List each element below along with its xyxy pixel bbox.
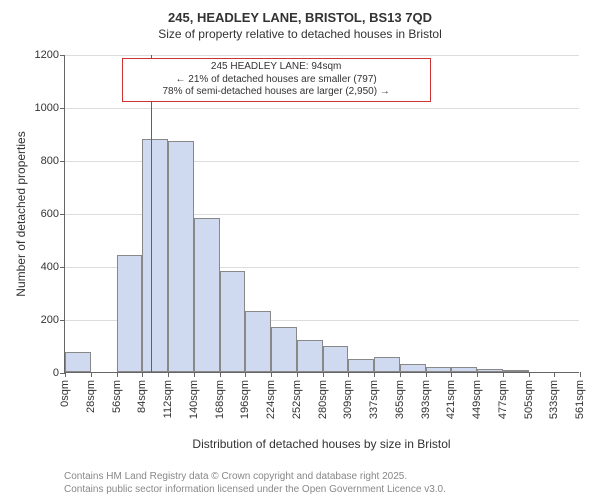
histogram-bar	[271, 327, 297, 372]
gridline	[65, 55, 579, 56]
x-tick-mark	[65, 372, 66, 377]
x-tick-mark	[374, 372, 375, 377]
x-tick-mark	[529, 372, 530, 377]
footer-attribution: Contains HM Land Registry data © Crown c…	[64, 470, 446, 496]
histogram-bar	[323, 346, 349, 373]
y-tick-label: 1200	[35, 49, 59, 61]
y-tick-mark	[60, 320, 65, 321]
annotation-line: 78% of semi-detached houses are larger (…	[127, 86, 426, 99]
reference-line	[151, 55, 152, 372]
y-tick-mark	[60, 214, 65, 215]
x-tick-label: 449sqm	[471, 380, 483, 419]
x-tick-mark	[503, 372, 504, 377]
chart-subtitle: Size of property relative to detached ho…	[0, 27, 600, 43]
x-axis-label: Distribution of detached houses by size …	[64, 437, 579, 451]
x-tick-mark	[554, 372, 555, 377]
histogram-bar	[426, 367, 452, 372]
x-tick-label: 112sqm	[162, 380, 174, 418]
histogram-bar	[477, 369, 503, 372]
annotation-line: 245 HEADLEY LANE: 94sqm	[127, 61, 426, 74]
x-tick-mark	[297, 372, 298, 377]
x-tick-mark	[323, 372, 324, 377]
y-tick-label: 400	[41, 261, 59, 273]
x-tick-mark	[245, 372, 246, 377]
plot-area: 0200400600800100012000sqm28sqm56sqm84sqm…	[64, 55, 579, 373]
x-tick-mark	[348, 372, 349, 377]
y-tick-mark	[60, 267, 65, 268]
x-tick-label: 309sqm	[342, 380, 354, 419]
gridline	[65, 108, 579, 109]
x-tick-label: 168sqm	[214, 380, 226, 419]
histogram-bar	[374, 357, 400, 372]
x-tick-label: 196sqm	[239, 380, 251, 419]
x-tick-mark	[91, 372, 92, 377]
x-tick-label: 252sqm	[291, 380, 303, 419]
x-tick-mark	[168, 372, 169, 377]
x-tick-label: 84sqm	[136, 380, 148, 413]
y-tick-label: 600	[41, 208, 59, 220]
x-tick-mark	[117, 372, 118, 377]
histogram-bar	[451, 367, 477, 372]
histogram-bar	[65, 352, 91, 372]
x-tick-mark	[477, 372, 478, 377]
y-tick-mark	[60, 55, 65, 56]
x-tick-label: 393sqm	[420, 380, 432, 419]
x-tick-label: 140sqm	[188, 380, 200, 419]
y-tick-label: 0	[53, 367, 59, 379]
x-tick-label: 421sqm	[445, 380, 457, 419]
histogram-bar	[297, 340, 323, 372]
y-tick-label: 800	[41, 155, 59, 167]
x-tick-mark	[400, 372, 401, 377]
y-tick-label: 200	[41, 314, 59, 326]
x-tick-mark	[580, 372, 581, 377]
x-tick-label: 477sqm	[497, 380, 509, 419]
x-tick-label: 561sqm	[574, 380, 586, 419]
histogram-bar	[117, 255, 143, 372]
histogram-bar	[400, 364, 426, 372]
x-tick-label: 365sqm	[394, 380, 406, 419]
annotation-line: ← 21% of detached houses are smaller (79…	[127, 74, 426, 87]
x-tick-label: 337sqm	[368, 380, 380, 419]
x-tick-label: 280sqm	[317, 380, 329, 419]
chart-title: 245, HEADLEY LANE, BRISTOL, BS13 7QD	[0, 0, 600, 27]
x-tick-mark	[271, 372, 272, 377]
annotation-box: 245 HEADLEY LANE: 94sqm← 21% of detached…	[122, 58, 431, 102]
x-tick-mark	[220, 372, 221, 377]
x-tick-mark	[451, 372, 452, 377]
y-axis-label: Number of detached properties	[14, 55, 28, 373]
histogram-bar	[220, 271, 246, 372]
histogram-bar	[168, 141, 194, 372]
x-tick-mark	[194, 372, 195, 377]
x-tick-label: 533sqm	[548, 380, 560, 419]
y-tick-mark	[60, 161, 65, 162]
x-tick-mark	[142, 372, 143, 377]
x-tick-label: 56sqm	[111, 380, 123, 413]
x-tick-label: 0sqm	[59, 380, 71, 407]
y-tick-mark	[60, 108, 65, 109]
x-tick-mark	[426, 372, 427, 377]
histogram-bar	[245, 311, 271, 372]
x-tick-label: 505sqm	[523, 380, 535, 419]
histogram-bar	[503, 370, 529, 372]
y-tick-label: 1000	[35, 102, 59, 114]
histogram-bar	[348, 359, 374, 372]
x-tick-label: 224sqm	[265, 380, 277, 419]
chart-container: 245, HEADLEY LANE, BRISTOL, BS13 7QD Siz…	[0, 0, 600, 500]
histogram-bar	[142, 139, 168, 372]
footer-line: Contains HM Land Registry data © Crown c…	[64, 470, 446, 483]
footer-line: Contains public sector information licen…	[64, 483, 446, 496]
x-tick-label: 28sqm	[85, 380, 97, 413]
histogram-bar	[194, 218, 220, 372]
